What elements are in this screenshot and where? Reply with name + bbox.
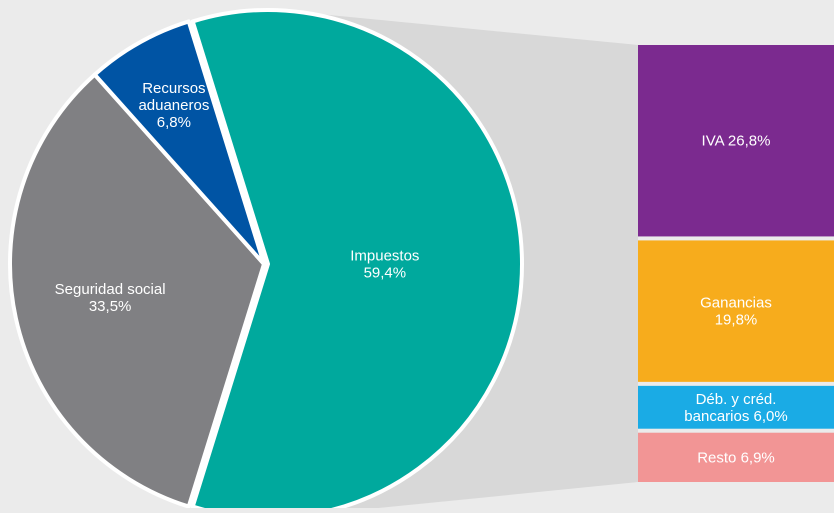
pie-label-recursos-aduaneros: Recursos aduaneros 6,8% (138, 80, 209, 131)
bar-segment-deb-y-cred-bancarios (638, 385, 834, 429)
bar-segment-resto (638, 432, 834, 482)
breakdown-bar (638, 45, 834, 482)
bar-segment-ganancias (638, 240, 834, 382)
pie-label-impuestos: Impuestos 59,4% (350, 248, 419, 282)
bar-label-iva: IVA 26,8% (702, 133, 771, 150)
pie-slice-recursos-aduaneros (92, 19, 266, 266)
data-labels: Impuestos 59,4% Seguridad social 33,5% Recur… (55, 80, 788, 466)
bar-segment-iva (638, 45, 834, 237)
bar-label-deb-y-cred-bancarios: Déb. y créd. bancarios 6,0% (684, 391, 787, 425)
pie-slices (8, 8, 524, 513)
bar-label-resto: Resto 6,9% (697, 449, 775, 466)
bar-label-ganancias: Ganancias 19,8% (700, 295, 772, 329)
pie-slice-seguridad-social (8, 72, 266, 509)
pie-label-seguridad-social: Seguridad social 33,5% (55, 281, 166, 315)
